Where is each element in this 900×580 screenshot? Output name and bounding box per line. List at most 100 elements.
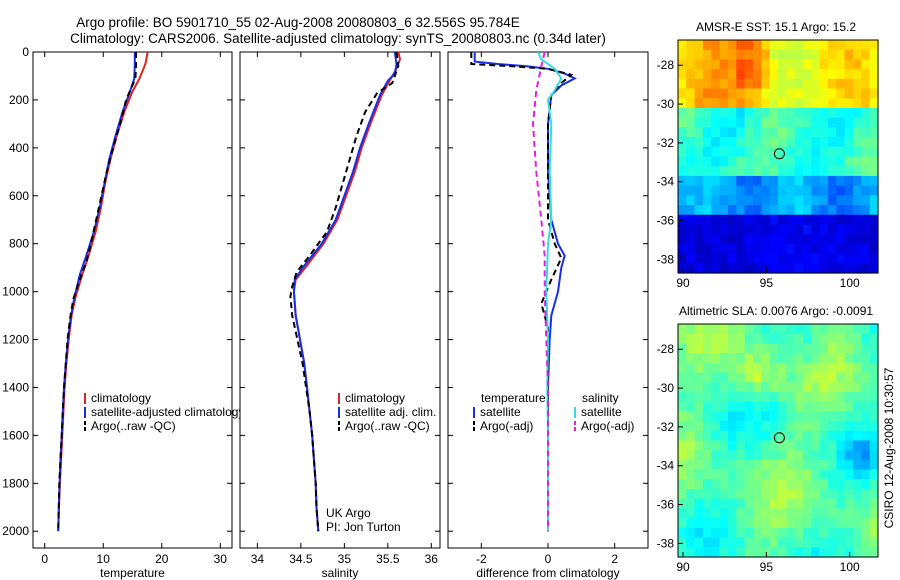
heatmap-cell [819, 440, 829, 451]
heatmap-cell [836, 205, 846, 216]
heatmap-cell [761, 146, 771, 158]
heatmap-cell [844, 547, 854, 558]
heatmap-cell [761, 372, 771, 383]
heatmap-cell [769, 324, 779, 335]
heatmap-cell [786, 343, 796, 354]
heatmap-cell [828, 127, 837, 138]
heatmap-cell [711, 527, 721, 539]
heatmap-cell [811, 175, 821, 187]
heatmap-cell [844, 243, 854, 255]
heatmap-cell [703, 78, 712, 90]
heatmap-cell [811, 411, 821, 422]
heatmap-cell [736, 156, 746, 167]
heatmap-cell [853, 518, 862, 529]
heatmap-cell [719, 333, 729, 345]
heatmap-cell [844, 459, 854, 471]
heatmap-cell [694, 479, 704, 490]
heatmap-cell [761, 156, 771, 167]
heatmap-cell [703, 421, 712, 432]
heatmap-cell [728, 343, 737, 354]
heatmap-cell [778, 156, 787, 167]
heatmap-cell [811, 107, 821, 119]
heatmap-cell [828, 353, 837, 364]
heatmap-cell [694, 391, 704, 403]
heatmap-cell [753, 440, 762, 451]
heatmap-cell [786, 88, 796, 99]
heatmap-cell [853, 421, 862, 432]
heatmap-cell [678, 137, 687, 148]
heatmap-cell [769, 78, 779, 90]
heatmap-cell [786, 401, 796, 412]
heatmap-cell [811, 40, 821, 51]
heatmap-cell [703, 88, 712, 99]
heatmap-cell [678, 382, 687, 393]
heatmap-cell [869, 205, 879, 216]
heatmap-cell [769, 263, 779, 274]
heatmap-cell [819, 401, 829, 412]
heatmap-cell [786, 185, 796, 196]
heatmap-cell [794, 253, 804, 264]
heatmap-cell [711, 508, 721, 519]
heatmap-cell [853, 382, 862, 393]
heatmap-cell [711, 430, 721, 442]
heatmap-cell [761, 234, 771, 245]
heatmap-cell [869, 234, 879, 245]
heatmap-cell [836, 353, 846, 364]
heatmap-cell [736, 185, 746, 196]
heatmap-cell [811, 382, 821, 393]
heatmap-cell [861, 518, 871, 529]
heatmap-cell [828, 411, 837, 422]
heatmap-cell [811, 333, 821, 345]
heatmap-cell [728, 234, 737, 245]
heatmap-cell [694, 459, 704, 471]
heatmap-cell [744, 459, 754, 471]
heatmap-cell [811, 59, 821, 70]
heatmap-cell [811, 362, 821, 374]
heatmap-cell [753, 253, 762, 264]
heatmap-cell [744, 156, 754, 167]
heatmap-cell [736, 49, 746, 61]
heatmap-cell [769, 146, 779, 158]
heatmap-cell [819, 185, 829, 196]
heatmap-cell [769, 440, 779, 451]
heatmap-cell [711, 440, 721, 451]
heatmap-cell [819, 498, 829, 510]
heatmap-cell [736, 430, 746, 442]
heatmap-cell [869, 440, 879, 451]
heatmap-cell [836, 430, 846, 442]
heatmap-cell [844, 234, 854, 245]
heatmap-cell [853, 498, 862, 510]
heatmap-cell [769, 185, 779, 196]
heatmap-cell [811, 146, 821, 158]
heatmap-cell [753, 459, 762, 471]
heatmap-cell [828, 117, 837, 128]
heatmap-cell [811, 127, 821, 138]
heatmap-cell [778, 411, 787, 422]
heatmap-cell [861, 107, 871, 119]
heatmap-cell [744, 537, 754, 548]
heatmap-cell [869, 243, 879, 255]
heatmap-cell [736, 489, 746, 500]
heatmap-cell [711, 537, 721, 548]
heatmap-cell [853, 253, 862, 264]
heatmap-cell [744, 411, 754, 422]
heatmap-cell [828, 263, 837, 274]
heatmap-cell [819, 166, 829, 177]
heatmap-cell [869, 324, 879, 335]
heatmap-cell [678, 166, 687, 177]
heatmap-cell [769, 469, 779, 480]
heatmap-cell [836, 224, 846, 235]
heatmap-cell [728, 459, 737, 471]
heatmap-cell [828, 40, 837, 51]
heatmap-cell [711, 253, 721, 264]
heatmap-cell [836, 382, 846, 393]
heatmap-cell [869, 214, 879, 226]
heatmap-cell [778, 537, 787, 548]
heatmap-cell [778, 547, 787, 558]
y-tick-label: -32 [657, 136, 675, 150]
heatmap-cell [736, 382, 746, 393]
heatmap-cell [728, 214, 737, 226]
heatmap-cell [803, 175, 812, 187]
heatmap-cell [861, 469, 871, 480]
heatmap-cell [728, 107, 737, 119]
